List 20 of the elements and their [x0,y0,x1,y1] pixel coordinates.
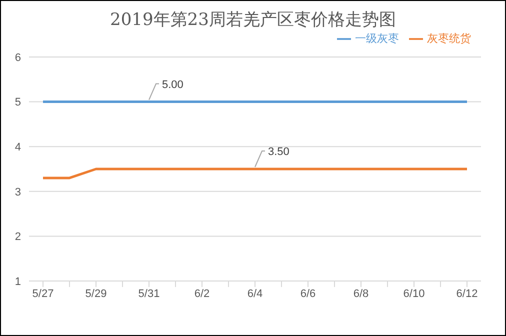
y-tick-label: 2 [14,231,21,244]
x-tick-label: 5/27 [32,288,54,300]
x-tick-label: 5/31 [138,288,160,300]
y-tick-label: 4 [14,142,21,154]
x-tick-label: 6/10 [403,288,425,300]
legend-label: 灰枣统货 [427,33,471,45]
y-tick-label: 3 [14,186,21,198]
y-tick-label: 5 [14,96,21,109]
x-tick-label: 6/8 [353,288,369,300]
chart-title: 2019年第23周若羌产区枣价格走势图 [109,9,397,31]
x-tick-label: 6/12 [456,288,478,300]
data-label: 3.50 [268,146,290,158]
y-tick-label: 1 [14,276,21,288]
legend-label: 一级灰枣 [355,33,399,45]
x-tick-label: 6/2 [194,288,210,300]
y-tick-label: 6 [14,52,21,64]
x-tick-label: 5/29 [85,288,107,300]
x-tick-label: 6/4 [247,288,263,300]
x-tick-label: 6/6 [300,288,316,300]
data-label: 5.00 [162,78,184,91]
